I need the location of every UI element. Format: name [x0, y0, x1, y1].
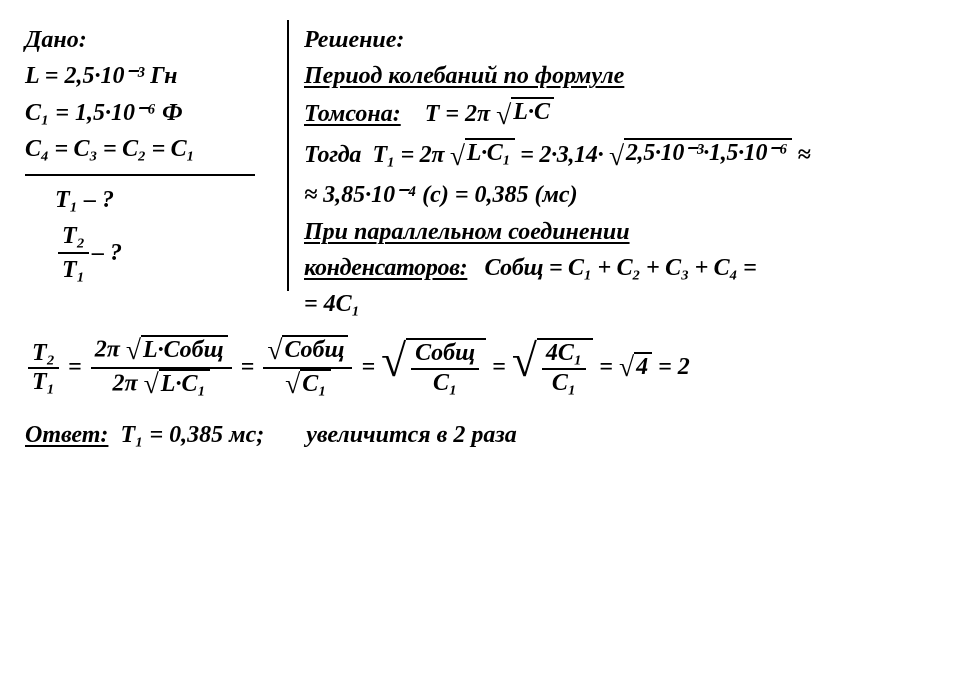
ratio-step1: 2π √L·Cобщ 2π √L·C₁: [91, 335, 232, 401]
ratio-result: = 2: [658, 354, 690, 381]
solution-title: Решение:: [304, 24, 933, 56]
given-L: L = 2,5·10⁻³ Гн: [25, 60, 275, 92]
given-C1: C₁ = 1,5·10⁻⁶ Ф: [25, 97, 275, 129]
find-ratio: T₂ T₁ – ?: [25, 220, 275, 287]
answer-line: Ответ: T₁ = 0,385 мс; увеличится в 2 раз…: [25, 419, 933, 451]
solution-column: Решение: Период колебаний по формуле Том…: [289, 20, 933, 325]
given-column: Дано: L = 2,5·10⁻³ Гн C₁ = 1,5·10⁻⁶ Ф C₄…: [25, 20, 289, 291]
t1-line: Тогда T₁ = 2π √L·C₁ = 2·3,14· √2,5·10⁻³·…: [304, 138, 933, 175]
find-T1: T₁ – ?: [25, 184, 275, 216]
t1-result: ≈ 3,85·10⁻⁴ (с) = 0,385 (мс): [304, 179, 933, 211]
ratio-step2: √Cобщ √C₁: [263, 335, 352, 401]
thomson-text: Период колебаний по формуле: [304, 60, 933, 92]
given-divider: [25, 174, 255, 176]
parallel-line2: конденсаторов: Cобщ = C₁ + C₂ + C₃ + C₄ …: [304, 252, 933, 284]
given-Ceq: C₄ = C₃ = C₂ = C₁: [25, 133, 275, 165]
thomson-line: Томсона: T = 2π √L·C: [304, 97, 933, 134]
equation-chain: T₂ T₁ = 2π √L·Cобщ 2π √L·C₁ = √Cобщ √C₁ …: [25, 335, 933, 401]
sqrt-LC: √L·C: [496, 97, 554, 134]
ratio-lhs: T₂ T₁: [28, 340, 59, 396]
ratio-step4: √ 4C₁ C₁: [512, 338, 593, 397]
ratio-step3: √ Cобщ C₁: [381, 338, 486, 397]
parallel-line1: При параллельном соединении: [304, 216, 933, 248]
given-title: Дано:: [25, 24, 275, 56]
ratio-step5: √4: [619, 352, 652, 384]
cobj-result: = 4C₁: [304, 288, 933, 320]
